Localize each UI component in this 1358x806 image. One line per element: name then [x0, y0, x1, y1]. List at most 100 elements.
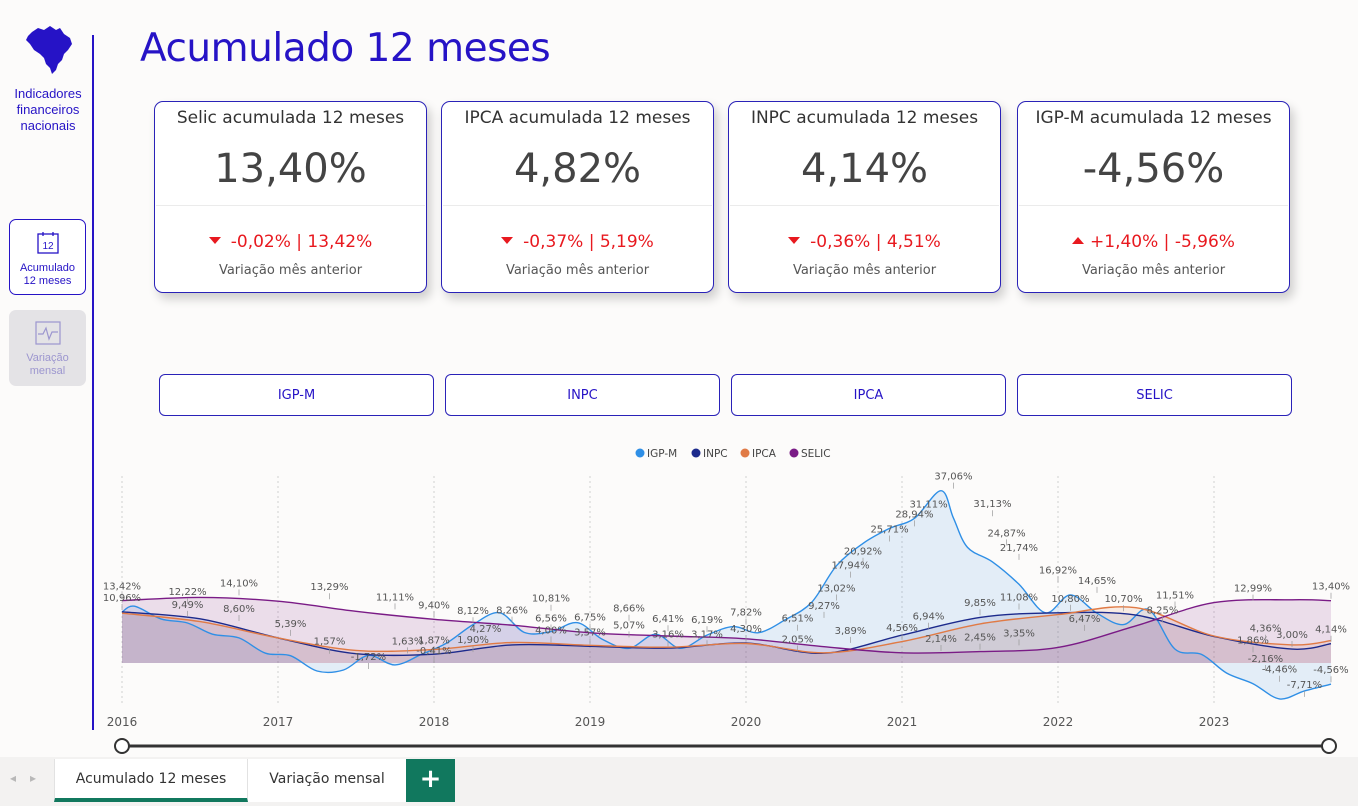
kpi-card-igpm: IGP-M acumulada 12 meses -4,56% +1,40% |…: [1017, 101, 1290, 293]
data-label: 9,27%: [808, 601, 840, 612]
kpi-value: 4,14%: [800, 146, 929, 192]
data-label: 12,22%: [168, 587, 206, 598]
legend-marker-inpc: [691, 448, 701, 458]
kpi-separator: [1019, 205, 1288, 206]
data-label: 5,39%: [275, 619, 307, 630]
data-label: 6,94%: [913, 612, 945, 623]
filter-button-inpc[interactable]: INPC: [445, 374, 720, 416]
data-label: 4,56%: [886, 623, 918, 634]
data-label: 31,13%: [973, 499, 1011, 510]
legend-label: SELIC: [801, 448, 831, 460]
kpi-value: 4,82%: [513, 146, 642, 192]
triangle-down-icon: [501, 237, 514, 244]
data-label: 13,40%: [1312, 582, 1350, 593]
calendar-icon-number: 12: [42, 241, 54, 252]
data-label: -2,16%: [1248, 654, 1283, 665]
data-label: 3,57%: [574, 627, 606, 638]
data-label: 3,17%: [691, 629, 723, 640]
data-label: 7,82%: [730, 608, 762, 619]
brand-text: Indicadores financeiros nacionais: [14, 86, 82, 133]
kpi-change-text: +1,40% | -5,96%: [1090, 232, 1235, 252]
kpi-value: 13,40%: [214, 146, 367, 192]
data-label: 14,65%: [1078, 576, 1116, 587]
nav-variacao-mensal[interactable]: Variação mensal: [9, 310, 86, 386]
triangle-up-icon: [1072, 237, 1085, 244]
data-label: 2,14%: [925, 634, 957, 645]
kpi-change: -0,36% | 4,51%: [729, 232, 1000, 252]
filter-button-ipca[interactable]: IPCA: [731, 374, 1006, 416]
range-slider-end-handle[interactable]: [1321, 738, 1337, 754]
data-label: 10,81%: [532, 594, 570, 605]
tab-variacao-mensal[interactable]: Variação mensal: [248, 759, 406, 802]
data-label: 9,85%: [964, 598, 996, 609]
x-tick-label: 2022: [1043, 715, 1074, 729]
data-label: 10,96%: [103, 593, 141, 604]
data-label: -7,71%: [1287, 680, 1322, 691]
legend-marker-ipca: [740, 448, 750, 458]
x-tick-label: 2021: [887, 715, 918, 729]
filter-button-igpm[interactable]: IGP-M: [159, 374, 434, 416]
triangle-down-icon: [788, 237, 801, 244]
line-chart-svg: 13,42%10,96% 12,22% 9,49% 14,10% 8,60% 13,29%…: [103, 448, 1350, 754]
data-label: 1,57%: [314, 637, 346, 648]
x-tick-label: 2023: [1199, 715, 1230, 729]
line-chart: 13,42% 10,96% 12,22% 9,49% 14,10% 8,60% 13,29%…: [100, 440, 1350, 760]
data-label: 3,00%: [1276, 630, 1308, 641]
legend-label: IPCA: [752, 448, 777, 460]
data-label: 3,35%: [1003, 628, 1035, 639]
x-tick-label: 2017: [263, 715, 294, 729]
kpi-title: IPCA acumulada 12 meses: [464, 108, 691, 128]
data-label: 10,70%: [1104, 594, 1142, 605]
data-label: 13,02%: [817, 583, 855, 594]
x-tick-label: 2019: [575, 715, 606, 729]
kpi-card-inpc: INPC acumulada 12 meses 4,14% -0,36% | 4…: [728, 101, 1001, 293]
data-label: 1,87%: [418, 635, 450, 646]
data-label: 11,51%: [1156, 590, 1194, 601]
data-label: -0,41%: [416, 646, 451, 657]
data-label: 1,90%: [457, 635, 489, 646]
kpi-value: -4,56%: [1082, 146, 1225, 192]
kpi-change: +1,40% | -5,96%: [1018, 232, 1289, 252]
filter-button-selic[interactable]: SELIC: [1017, 374, 1292, 416]
data-label: 11,08%: [1000, 592, 1038, 603]
nav-label: Variação mensal: [26, 352, 69, 377]
chevron-right-icon[interactable]: ▸: [30, 771, 51, 785]
page-title: Acumulado 12 meses: [140, 26, 551, 71]
data-label: 6,47%: [1069, 614, 1101, 625]
kpi-subtitle: Variação mês anterior: [218, 263, 363, 278]
chevron-left-icon[interactable]: ◂: [10, 771, 31, 785]
kpi-change-text: -0,36% | 4,51%: [810, 232, 941, 252]
page-tab-bar: ◂▸ Acumulado 12 meses Variação mensal +: [0, 757, 1358, 806]
data-label: 4,30%: [730, 624, 762, 635]
range-slider-start-handle[interactable]: [114, 738, 130, 754]
data-label: 5,07%: [613, 620, 645, 631]
series-area-selic: [122, 597, 1331, 663]
data-label: 10,80%: [1051, 594, 1089, 605]
tab-acumulado-12-meses[interactable]: Acumulado 12 meses: [54, 759, 248, 802]
data-label: 20,92%: [844, 547, 882, 558]
legend-label: IGP-M: [647, 448, 677, 460]
kpi-separator: [730, 205, 999, 206]
calendar-12-icon: 12: [36, 232, 59, 254]
kpi-subtitle: Variação mês anterior: [1081, 263, 1226, 278]
data-label: 6,41%: [652, 614, 684, 625]
data-label: 16,92%: [1039, 565, 1077, 576]
data-label: 8,25%: [1147, 606, 1179, 617]
data-label: 4,00%: [535, 625, 567, 636]
series-line-igp-m: [121, 489, 1332, 700]
nav-acumulado-12-meses[interactable]: 12 Acumulado 12 meses: [9, 219, 86, 295]
tab-scroll-arrows[interactable]: ◂▸: [10, 771, 50, 785]
data-label: 4,27%: [470, 624, 502, 635]
data-label: 25,71%: [870, 524, 908, 535]
kpi-subtitle: Variação mês anterior: [505, 263, 650, 278]
data-label: 2,05%: [782, 634, 814, 645]
add-page-button[interactable]: +: [406, 759, 455, 802]
sidebar: Indicadores financeiros nacionais 12 Acu…: [0, 0, 94, 757]
data-label: 9,40%: [418, 600, 450, 611]
data-label: 17,94%: [831, 561, 869, 572]
data-label: 3,89%: [835, 626, 867, 637]
data-label: 6,19%: [691, 615, 723, 626]
kpi-subtitle: Variação mês anterior: [792, 263, 937, 278]
data-label: -4,56%: [1313, 665, 1348, 676]
data-label: 8,66%: [613, 604, 645, 615]
